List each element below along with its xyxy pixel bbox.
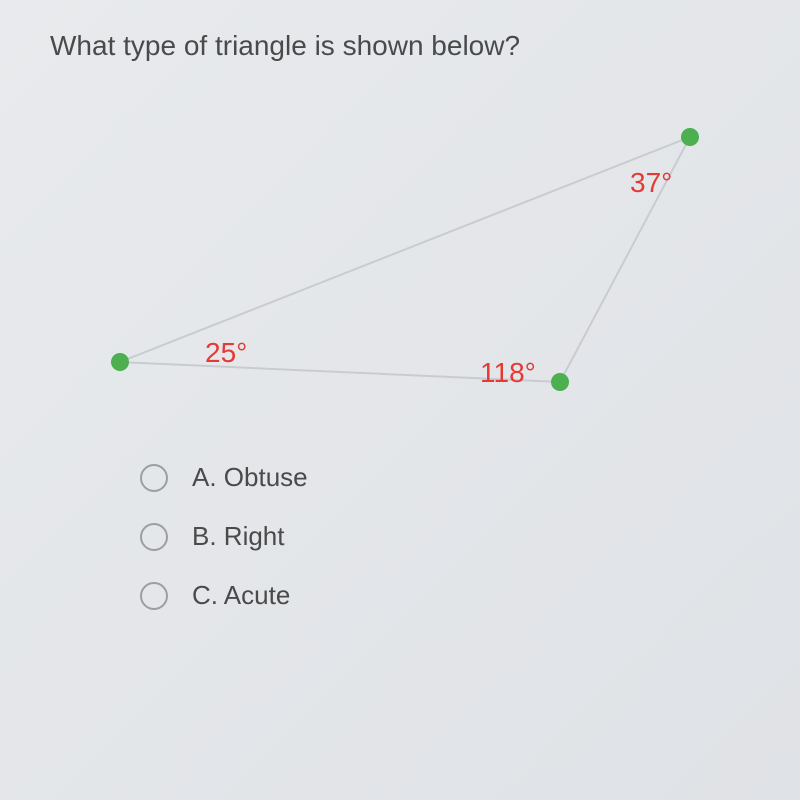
radio-icon <box>140 523 168 551</box>
vertex-b-dot <box>551 373 569 391</box>
radio-icon <box>140 582 168 610</box>
radio-icon <box>140 464 168 492</box>
option-a-label: A. Obtuse <box>192 462 308 493</box>
angle-c-label: 37° <box>630 167 672 198</box>
option-c-label: C. Acute <box>192 580 290 611</box>
vertex-a-dot <box>111 353 129 371</box>
option-a[interactable]: A. Obtuse <box>140 462 750 493</box>
option-c[interactable]: C. Acute <box>140 580 750 611</box>
angle-a-label: 25° <box>205 337 247 368</box>
question-text: What type of triangle is shown below? <box>50 30 750 62</box>
triangle-side-ca <box>120 137 690 362</box>
triangle-diagram: 25° 118° 37° <box>50 82 750 422</box>
angle-b-label: 118° <box>480 357 536 388</box>
triangle-svg: 25° 118° 37° <box>50 82 750 422</box>
answer-options: A. Obtuse B. Right C. Acute <box>140 462 750 611</box>
vertex-c-dot <box>681 128 699 146</box>
option-b[interactable]: B. Right <box>140 521 750 552</box>
option-b-label: B. Right <box>192 521 285 552</box>
